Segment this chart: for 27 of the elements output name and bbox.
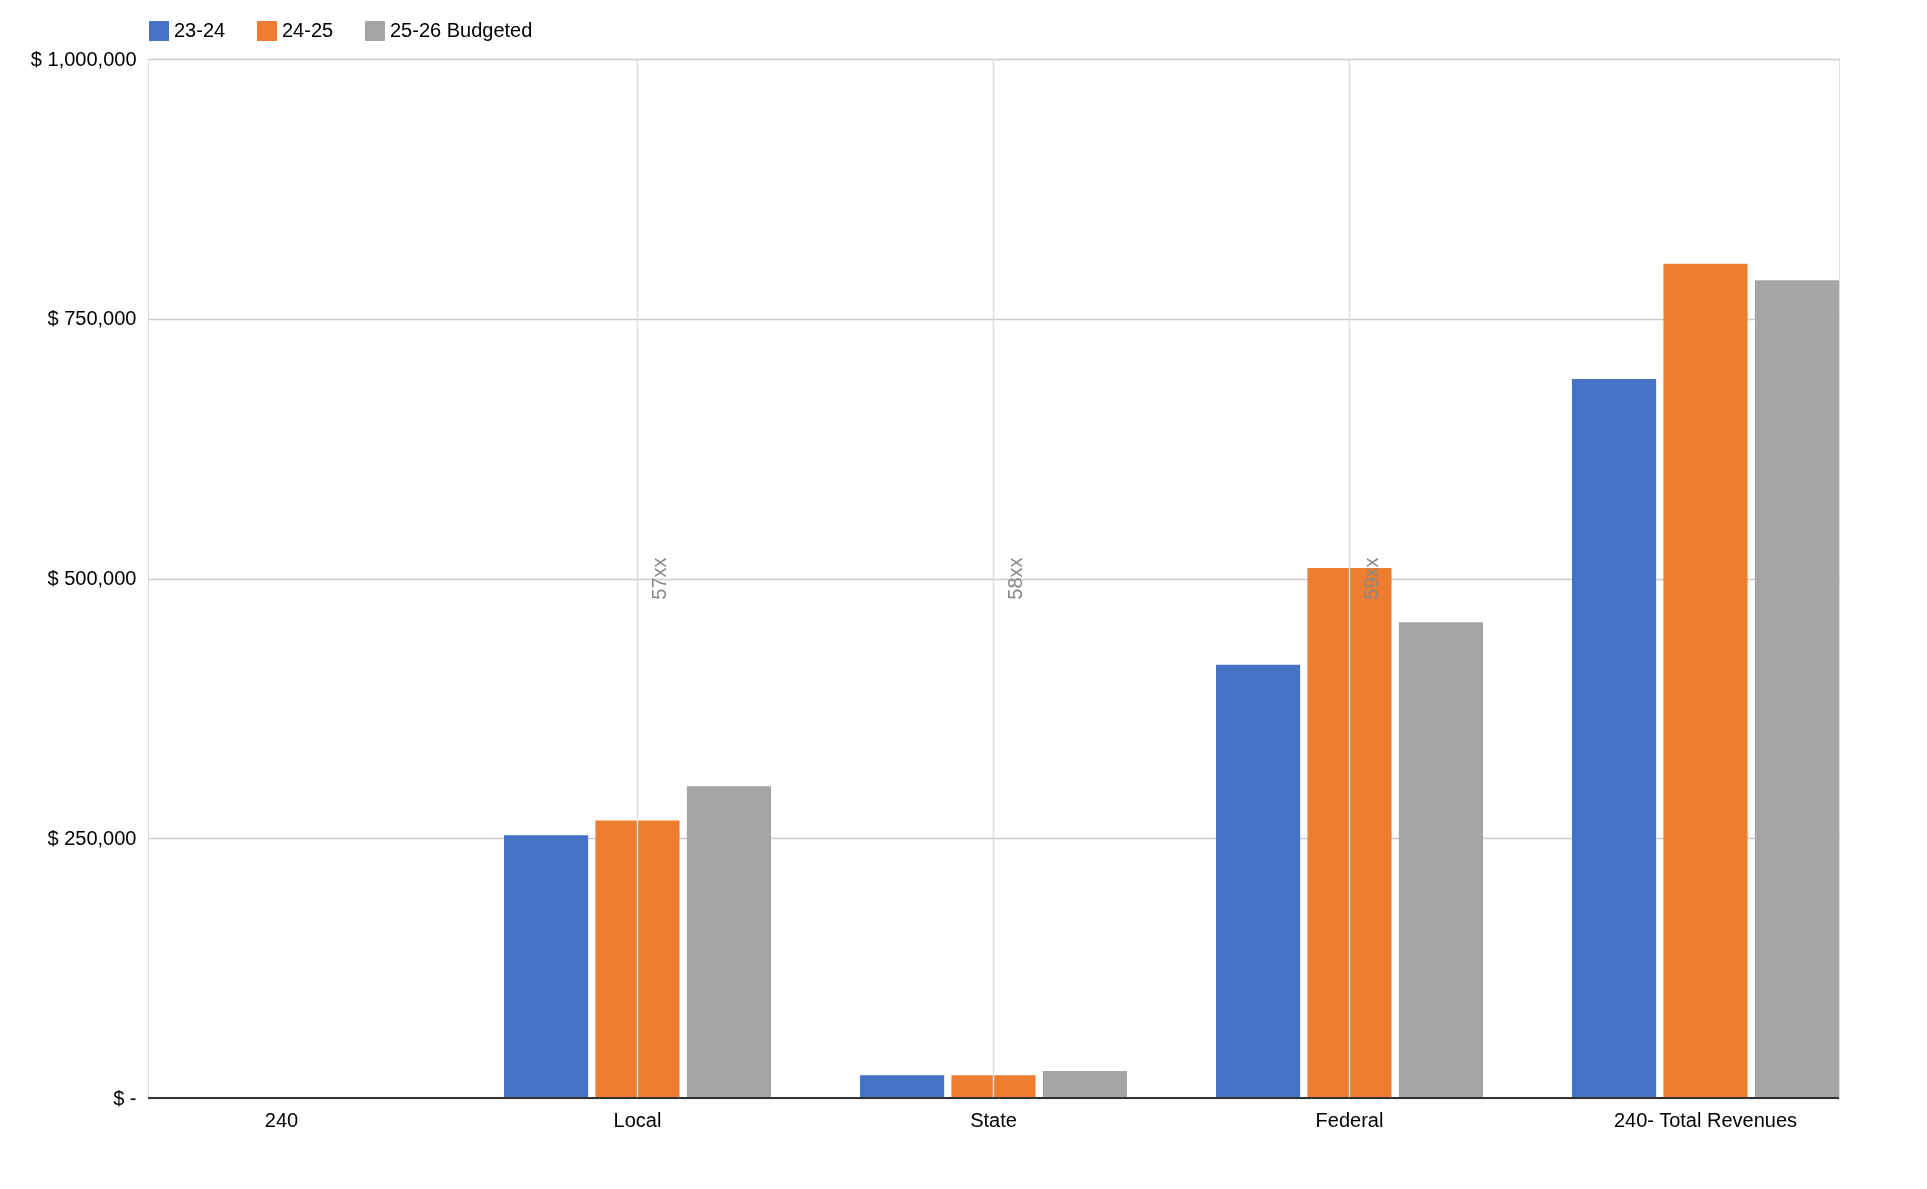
bar	[1754, 280, 1839, 1098]
y-tick-label: $ 750,000	[47, 307, 137, 330]
bar	[1398, 622, 1483, 1098]
bar	[860, 1075, 945, 1098]
y-tick-label: $ 1,000,000	[30, 47, 137, 70]
y-tick-label: $ -	[113, 1086, 137, 1109]
ref-line-label: 58xx	[1003, 557, 1026, 600]
legend-label: 24-25	[282, 19, 334, 41]
x-tick-label: 240- Total Revenues	[1613, 1108, 1798, 1131]
bar	[1572, 379, 1657, 1098]
ref-line-label: 57xx	[647, 557, 670, 600]
legend-label: 25-26 Budgeted	[390, 19, 533, 41]
bar	[595, 820, 680, 1098]
y-tick-label: $ 250,000	[47, 826, 137, 849]
bar	[1042, 1070, 1127, 1098]
ref-line-label: 59xx	[1359, 557, 1382, 600]
y-tick-label: $ 500,000	[47, 567, 137, 589]
x-tick-label: Federal	[1315, 1108, 1384, 1131]
bar	[1663, 263, 1748, 1098]
bar	[1216, 664, 1301, 1098]
x-tick-label: 240	[264, 1108, 299, 1131]
x-tick-label: Local	[613, 1108, 662, 1131]
bar	[504, 835, 589, 1098]
x-tick-label: State	[970, 1108, 1017, 1131]
bar	[951, 1075, 1036, 1098]
bar	[686, 786, 771, 1098]
legend-label: 23-24	[174, 19, 226, 41]
